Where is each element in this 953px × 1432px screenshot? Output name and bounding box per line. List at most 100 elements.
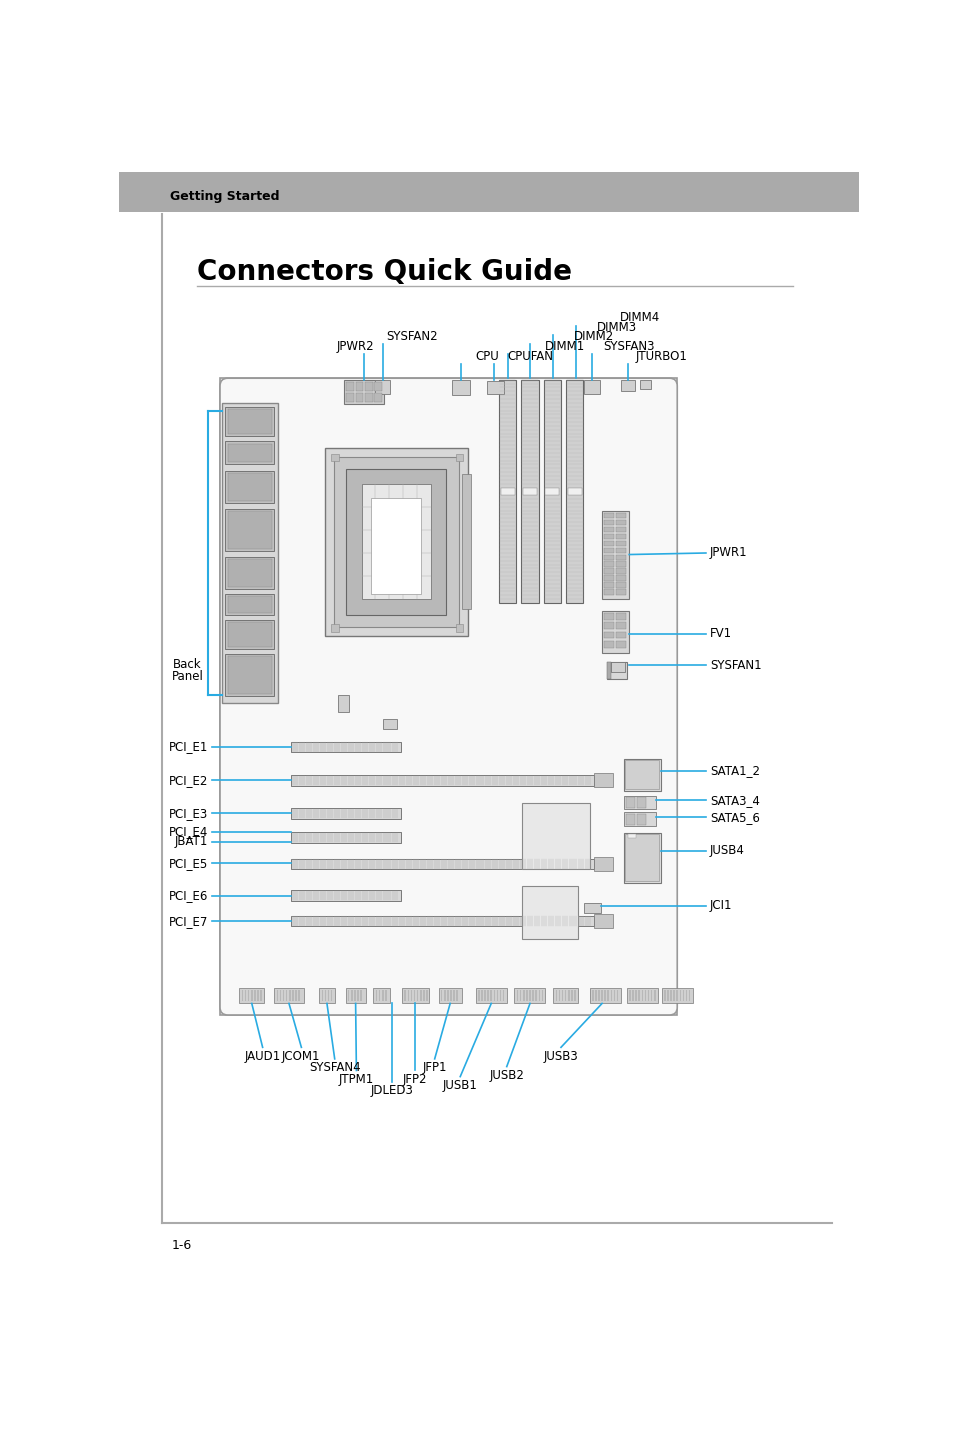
Bar	[440, 991, 442, 1001]
Bar	[248, 991, 249, 1001]
Bar	[402, 988, 429, 1004]
Bar	[225, 441, 274, 464]
Bar	[225, 654, 274, 696]
Bar	[607, 662, 611, 679]
Bar	[480, 991, 482, 1001]
Bar	[422, 991, 424, 1001]
Bar	[583, 904, 600, 912]
Bar	[625, 798, 635, 808]
Bar	[623, 759, 660, 790]
Bar	[598, 991, 599, 1001]
Bar	[688, 991, 690, 1001]
Bar	[529, 991, 530, 1001]
Bar	[616, 541, 625, 546]
Bar	[346, 470, 446, 614]
Bar	[571, 991, 572, 1001]
Bar	[355, 392, 363, 402]
Bar	[337, 696, 348, 712]
Bar	[601, 511, 629, 599]
Bar	[604, 520, 614, 526]
Bar	[346, 392, 354, 402]
Bar	[228, 656, 272, 695]
Bar	[616, 576, 625, 581]
Bar	[498, 379, 516, 603]
Bar	[650, 991, 652, 1001]
Bar	[490, 991, 492, 1001]
Bar	[222, 402, 278, 703]
Bar	[604, 613, 614, 620]
Bar	[453, 991, 455, 1001]
Text: JTPM1: JTPM1	[338, 1073, 374, 1085]
Bar	[545, 487, 558, 495]
Bar	[456, 624, 463, 632]
Bar	[493, 991, 495, 1001]
Bar	[567, 487, 581, 495]
Bar	[450, 991, 452, 1001]
Bar	[628, 833, 636, 838]
Bar	[525, 991, 527, 1001]
Bar	[522, 487, 537, 495]
Bar	[624, 760, 659, 789]
Text: JBAT1: JBAT1	[174, 835, 208, 848]
Bar	[624, 833, 659, 881]
Bar	[487, 381, 504, 394]
Bar	[355, 382, 363, 391]
Bar	[257, 991, 258, 1001]
Bar	[346, 382, 354, 391]
Bar	[592, 991, 593, 1001]
Text: 1-6: 1-6	[172, 1240, 192, 1253]
Text: SATA3_4: SATA3_4	[709, 793, 759, 806]
Bar	[374, 382, 381, 391]
Bar	[623, 812, 656, 826]
Bar	[616, 520, 625, 526]
Bar	[251, 991, 253, 1001]
Bar	[321, 991, 323, 1001]
Bar	[616, 534, 625, 538]
Bar	[593, 914, 612, 928]
Bar	[404, 991, 406, 1001]
Bar	[521, 886, 578, 939]
Bar	[438, 988, 461, 1004]
Bar	[291, 832, 401, 842]
Bar	[600, 991, 602, 1001]
Bar	[365, 392, 373, 402]
Text: FV1: FV1	[709, 627, 731, 640]
Bar	[543, 379, 560, 603]
Bar	[666, 991, 668, 1001]
Bar	[567, 991, 569, 1001]
Bar	[682, 991, 683, 1001]
Bar	[260, 991, 261, 1001]
Bar	[119, 172, 858, 212]
Bar	[484, 991, 485, 1001]
Bar	[616, 569, 625, 574]
Bar	[654, 991, 655, 1001]
Bar	[334, 457, 458, 627]
Bar	[616, 561, 625, 567]
Text: SATA5_6: SATA5_6	[709, 811, 759, 823]
Bar	[245, 991, 246, 1001]
Bar	[532, 991, 534, 1001]
Bar	[564, 991, 566, 1001]
Bar	[225, 510, 274, 551]
Bar	[228, 596, 272, 613]
Bar	[625, 813, 635, 825]
Text: Getting Started: Getting Started	[170, 190, 279, 203]
Bar	[610, 991, 612, 1001]
Bar	[452, 379, 469, 395]
Bar	[589, 988, 620, 1004]
Bar	[604, 561, 614, 567]
Bar	[616, 623, 625, 629]
Bar	[583, 379, 599, 394]
Bar	[623, 796, 656, 809]
Bar	[616, 583, 625, 587]
Bar	[535, 991, 537, 1001]
Bar	[623, 832, 660, 882]
Bar	[561, 991, 562, 1001]
Text: JFP2: JFP2	[402, 1073, 426, 1085]
Text: PCI_E3: PCI_E3	[169, 806, 208, 819]
Bar	[228, 623, 272, 647]
Bar	[375, 379, 390, 394]
Text: SYSFAN3: SYSFAN3	[603, 339, 655, 352]
Bar	[499, 991, 500, 1001]
Bar	[414, 991, 415, 1001]
